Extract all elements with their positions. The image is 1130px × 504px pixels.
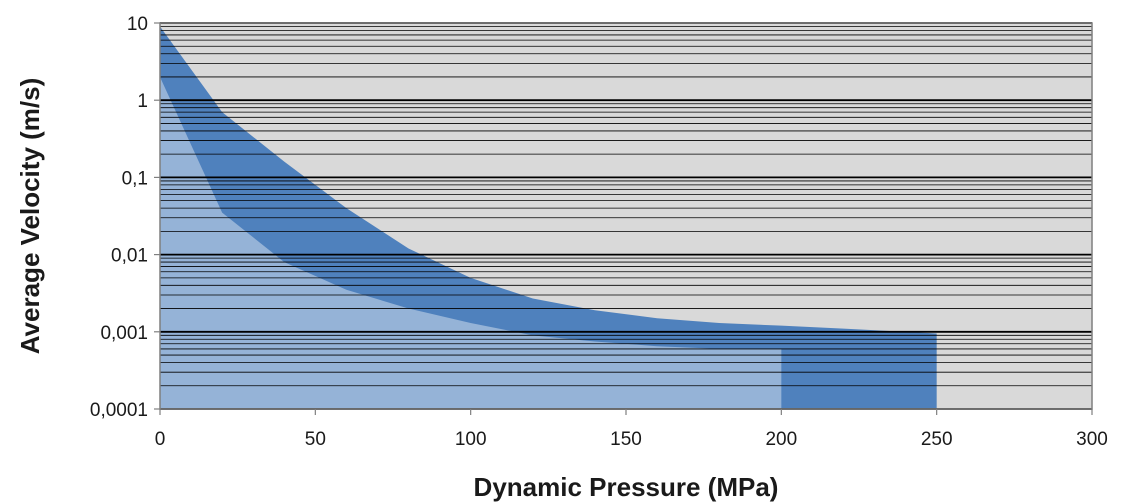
y-axis-title: Average Velocity (m/s) [15, 78, 45, 355]
x-tick-label: 0 [155, 429, 166, 450]
chart-areas [160, 26, 937, 410]
y-tick-label: 0,1 [122, 168, 148, 189]
x-tick-label: 200 [765, 429, 797, 450]
y-axis: 10 1 0,1 0,01 0,001 0,0001 [90, 14, 160, 421]
y-tick-label: 1 [137, 91, 148, 112]
x-tick-label: 150 [610, 429, 642, 450]
y-tick-label: 0,001 [100, 323, 148, 344]
x-tick-label: 250 [921, 429, 953, 450]
y-tick-label: 0,01 [111, 246, 148, 267]
x-axis: 0 50 100 150 200 250 300 [155, 409, 1108, 450]
y-tick-label: 10 [127, 14, 148, 35]
x-tick-label: 50 [305, 429, 326, 450]
x-axis-title: Dynamic Pressure (MPa) [474, 472, 779, 502]
x-tick-label: 100 [455, 429, 487, 450]
gridlines [160, 22, 1092, 410]
y-tick-label: 0,0001 [90, 400, 148, 421]
lower-region-area [160, 76, 782, 410]
x-tick-label: 300 [1076, 429, 1108, 450]
